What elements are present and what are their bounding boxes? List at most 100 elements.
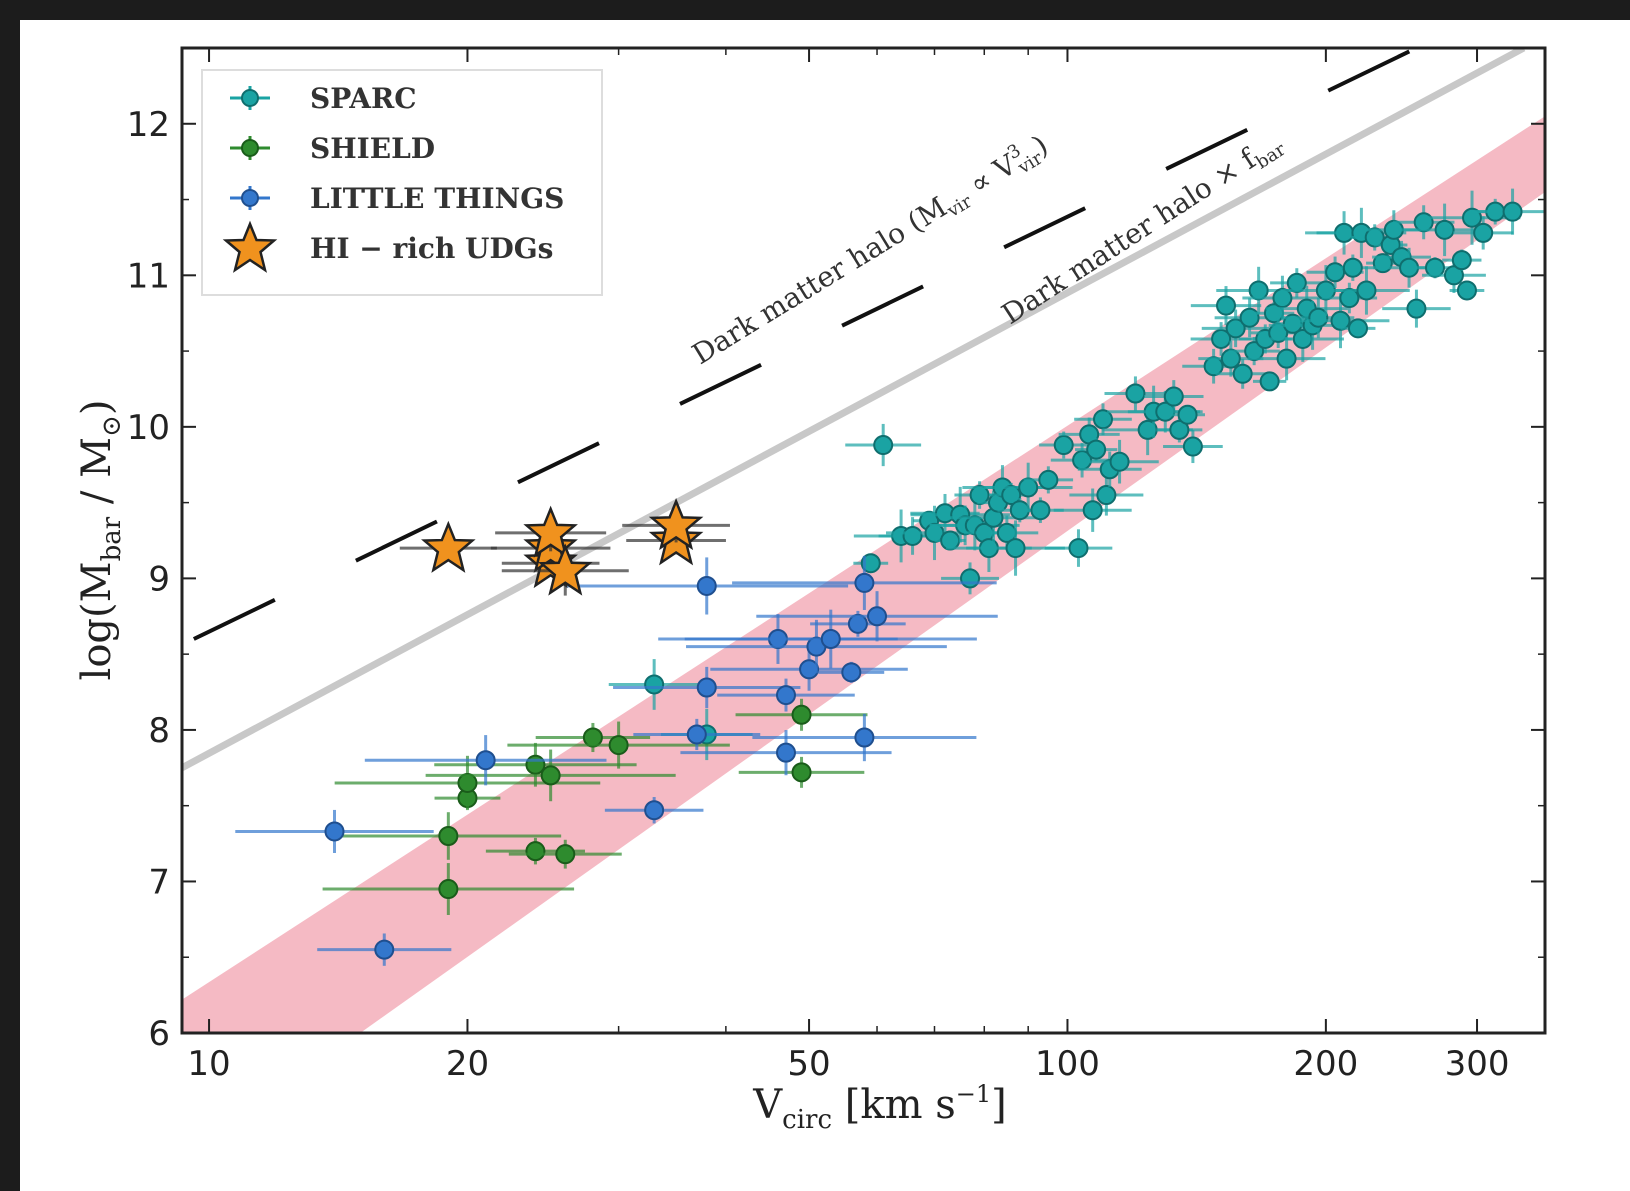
data-point: [1096, 485, 1117, 506]
plot-frame: [180, 46, 1547, 1035]
data-point: [1406, 298, 1427, 319]
chart: 10 20 50 100 200 300 6 7 8 9 10 11 12 Vcirc [km s−1]…: [74, 46, 1547, 1135]
x-axis-label: Vcirc [km s−1]: [752, 1080, 1007, 1135]
x-tick-label: 20: [446, 1044, 489, 1084]
y-axis-label: log(Mbar / M⊙): [74, 400, 127, 681]
x-tick-label: 50: [787, 1044, 830, 1084]
series-little-things: [235, 555, 998, 966]
data-point: [438, 826, 459, 846]
legend-label-shield: SHIELD: [310, 132, 435, 165]
data-point: [960, 568, 981, 589]
dark-matter-halo-fbar-line: [182, 48, 1526, 771]
data-point: [1473, 222, 1494, 243]
data-point: [775, 742, 796, 763]
data-point: [1125, 383, 1146, 404]
data-point: [1451, 250, 1472, 271]
series-shield: [322, 698, 868, 915]
data-point: [1434, 219, 1455, 240]
data-point: [791, 704, 812, 725]
data-point: [1259, 371, 1280, 392]
data-point: [1177, 404, 1198, 425]
x-tick-label: 10: [187, 1044, 230, 1084]
data-point: [1502, 201, 1523, 222]
data-point: [686, 724, 707, 745]
data-point: [1356, 280, 1377, 301]
y-tick-label: 10: [127, 408, 170, 448]
data-point: [1225, 318, 1246, 339]
data-point: [1456, 280, 1477, 301]
data-point: [608, 735, 629, 756]
data-point: [1086, 439, 1107, 460]
data-point: [841, 662, 862, 683]
data-point: [1005, 538, 1026, 559]
data-point: [854, 727, 875, 748]
data-point: [475, 750, 496, 771]
legend-marker-shield: [241, 139, 259, 157]
y-tick-label: 12: [127, 105, 170, 145]
legend-marker-little-things: [241, 189, 259, 207]
data-point: [902, 525, 923, 546]
series-sparc: [608, 188, 1545, 761]
data-point: [1109, 451, 1130, 472]
data-point: [799, 659, 820, 680]
data-point: [1325, 262, 1346, 283]
y-tick-label: 11: [127, 256, 170, 296]
data-point: [1038, 469, 1059, 490]
data-point: [791, 762, 812, 783]
data-point: [1068, 538, 1089, 559]
data-point: [1163, 386, 1184, 407]
data-point: [854, 572, 875, 593]
y-tick-label: 6: [148, 1014, 170, 1054]
data-point: [644, 800, 665, 821]
data-point: [1169, 419, 1190, 440]
data-point: [873, 435, 894, 456]
data-point: [1232, 363, 1253, 384]
data-point: [867, 606, 888, 627]
data-point: [696, 575, 717, 596]
data-point: [540, 765, 561, 786]
x-tick-label: 200: [1293, 1044, 1358, 1084]
x-tick-label: 100: [1035, 1044, 1100, 1084]
data-point: [860, 553, 881, 574]
data-point: [1342, 257, 1363, 278]
data-point-star: [423, 522, 474, 572]
data-point: [1211, 328, 1232, 349]
data-point: [1053, 435, 1074, 456]
legend-item-little-things: LITTLE THINGS: [230, 182, 564, 215]
x-tick-label: 300: [1445, 1044, 1510, 1084]
data-point: [525, 841, 546, 862]
legend-label-hi-rich-udgs: HI − rich UDGs: [310, 232, 553, 265]
legend-item-shield: SHIELD: [230, 132, 435, 165]
legend-label-sparc: SPARC: [310, 82, 417, 115]
data-point: [555, 844, 576, 865]
dark-matter-halo-line: [192, 48, 1418, 641]
data-point: [1330, 310, 1351, 331]
data-point: [1182, 436, 1203, 457]
figure: 10 20 50 100 200 300 6 7 8 9 10 11 12 Vcirc [km s−1]…: [20, 20, 1630, 1191]
data-point: [820, 629, 841, 649]
y-tick-label: 9: [148, 559, 170, 599]
legend: SPARC SHIELD LITTLE THINGS HI − rich UDG…: [201, 69, 603, 296]
data-point: [1030, 500, 1051, 521]
data-point: [1239, 307, 1260, 328]
legend-label-little-things: LITTLE THINGS: [310, 182, 564, 215]
legend-box: [201, 69, 603, 296]
data-point: [438, 879, 459, 900]
data-point: [374, 939, 395, 960]
annotation-dark-matter-halo: Dark matter halo (Mvir ∝ V3vir): [685, 127, 1055, 375]
data-point: [644, 674, 665, 695]
legend-item-sparc: SPARC: [230, 82, 417, 115]
data-point: [1082, 500, 1103, 521]
data-point: [324, 821, 345, 842]
data-point: [1092, 409, 1113, 430]
legend-item-hi-rich-udgs: HI − rich UDGs: [224, 222, 553, 272]
legend-marker-sparc: [241, 89, 259, 107]
data-point: [696, 677, 717, 698]
data-point: [1276, 348, 1297, 369]
y-tick-label: 7: [148, 862, 170, 902]
data-point: [1399, 257, 1420, 278]
data-point: [775, 685, 796, 706]
y-tick-label: 8: [148, 711, 170, 751]
data-point: [1347, 318, 1368, 339]
series-hi-rich-udgs: [399, 500, 730, 596]
